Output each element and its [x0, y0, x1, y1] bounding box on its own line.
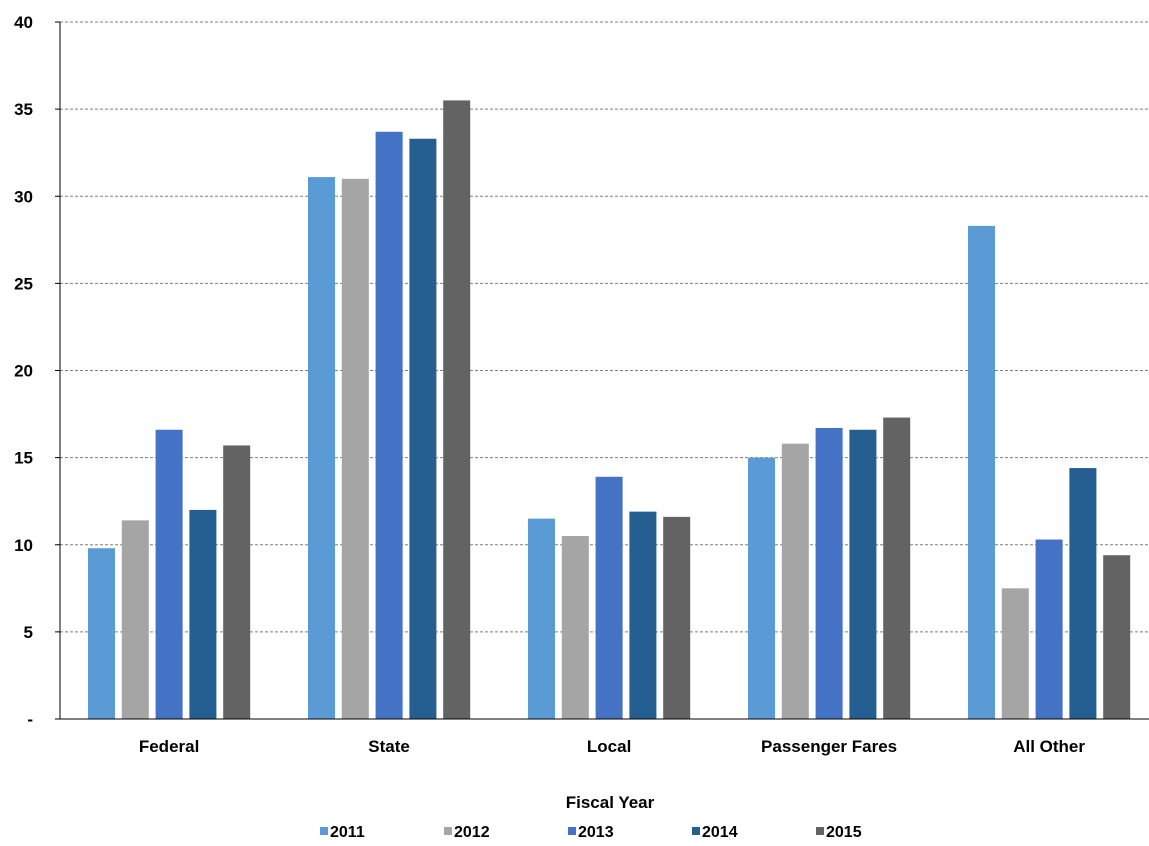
bar-2014-passenger-fares [849, 429, 877, 719]
y-tick-label: 20 [14, 362, 33, 381]
bar-2012-state [341, 178, 369, 719]
bar-2012-passenger-fares [781, 443, 809, 719]
y-tick-label: - [27, 710, 33, 729]
y-axis: - 5 10 15 20 25 30 35 40 [14, 13, 61, 729]
bar-2011-local [528, 518, 555, 719]
bar-2015-federal [223, 445, 251, 719]
bar-2015-passenger-fares [883, 417, 911, 719]
y-tick-label: 15 [14, 449, 33, 468]
bar-2015-state [443, 100, 471, 720]
bar-2014-federal [189, 509, 217, 719]
bar-2013-state [375, 131, 403, 720]
y-tick-label: 10 [14, 536, 33, 555]
legend-label: 2013 [578, 824, 614, 841]
bar-2015-all-other [1103, 555, 1131, 719]
bar-2014-all-other [1069, 468, 1097, 719]
legend-label: 2012 [454, 824, 490, 841]
bar-2012-federal [121, 520, 149, 719]
legend-swatch [816, 827, 824, 835]
legend-label: 2014 [702, 824, 738, 841]
x-axis: Federal State Local Passenger Fares All Othe… [60, 718, 1149, 756]
legend-swatch [320, 827, 328, 835]
x-category-label: State [368, 737, 410, 756]
bar-2011-state [308, 177, 335, 719]
legend-label: 2011 [330, 824, 365, 841]
x-category-label: Local [587, 737, 631, 756]
y-tick-label: 35 [14, 100, 33, 119]
bar-2011-federal [88, 548, 115, 719]
x-category-label: All Other [1013, 737, 1085, 756]
x-category-label: Federal [139, 737, 199, 756]
bars [88, 100, 1131, 720]
bar-2013-all-other [1035, 539, 1063, 719]
bar-2012-all-other [1001, 588, 1029, 719]
legend-label: 2015 [826, 824, 862, 841]
legend: Fiscal Year 2011 2012 2013 2014 2015 [320, 793, 862, 841]
legend-swatch [568, 827, 576, 835]
bar-2015-local [663, 516, 691, 719]
bar-2013-federal [155, 429, 183, 719]
y-tick-label: 40 [14, 13, 33, 32]
legend-swatch [444, 827, 452, 835]
legend-title: Fiscal Year [566, 793, 655, 812]
bar-2013-local [595, 476, 623, 719]
y-tick-label: 30 [14, 187, 33, 206]
bar-2014-state [409, 138, 437, 719]
bar-2012-local [561, 536, 589, 719]
legend-swatch [692, 827, 700, 835]
y-tick-label: 25 [14, 274, 33, 293]
y-tick-label: 5 [24, 623, 33, 642]
bar-2014-local [629, 511, 657, 719]
bar-2011-passenger-fares [748, 457, 775, 719]
bar-2013-passenger-fares [815, 428, 843, 719]
bar-2011-all-other [968, 225, 995, 719]
x-category-label: Passenger Fares [761, 737, 897, 756]
